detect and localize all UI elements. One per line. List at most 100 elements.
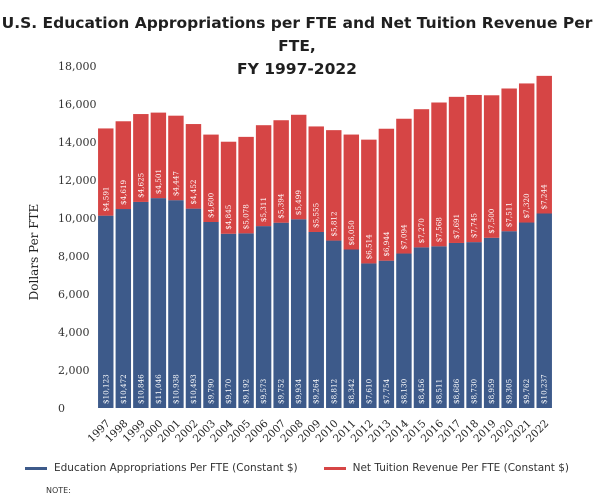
bar-tuition: [273, 120, 289, 223]
y-tick-label: 14,000: [58, 136, 97, 149]
data-label-tuition: $7,244: [540, 184, 549, 210]
data-label-appropriations: $8,130: [399, 378, 408, 404]
data-label-appropriations: $9,762: [522, 379, 531, 404]
data-label-tuition: $7,500: [487, 208, 496, 234]
data-label-tuition: $5,311: [259, 197, 268, 222]
bar-appropriations: [255, 226, 272, 408]
bar-tuition: [290, 114, 307, 220]
bar-tuition: [150, 112, 167, 199]
data-label-appropriations: $8,812: [329, 379, 338, 404]
legend-item-appropriations: Education Appropriations Per FTE (Consta…: [24, 462, 298, 474]
bar-appropriations: [150, 198, 167, 408]
data-label-appropriations: $8,730: [470, 378, 479, 404]
data-label-tuition: $5,499: [294, 190, 303, 216]
bar-appropriations: [308, 231, 324, 408]
bar-appropriations: [326, 240, 342, 408]
data-label-appropriations: $9,170: [224, 378, 233, 404]
data-label-appropriations: $8,959: [487, 378, 496, 404]
y-tick-label: 18,000: [58, 60, 97, 73]
bar-tuition: [115, 121, 132, 210]
legend-label-appropriations: Education Appropriations Per FTE (Consta…: [53, 462, 298, 474]
data-label-tuition: $4,619: [119, 179, 128, 205]
data-label-tuition: $7,094: [399, 224, 408, 250]
y-tick-label: 16,000: [58, 98, 97, 111]
data-label-appropriations: $9,934: [294, 378, 303, 404]
data-label-tuition: $4,591: [101, 187, 110, 212]
data-label-tuition: $7,270: [417, 218, 426, 244]
legend: Education Appropriations Per FTE (Consta…: [0, 462, 594, 474]
bar-appropriations: [203, 221, 219, 408]
bar-tuition: [378, 128, 395, 261]
data-label-tuition: $4,501: [154, 169, 163, 194]
data-label-appropriations: $10,237: [540, 374, 549, 404]
bar-tuition: [185, 124, 202, 209]
bar-appropriations: [396, 253, 412, 408]
bar-appropriations: [466, 242, 482, 408]
bar-tuition: [518, 83, 535, 223]
bar-tuition: [501, 88, 517, 232]
bar-appropriations: [185, 208, 202, 408]
data-label-appropriations: $7,754: [382, 378, 391, 404]
bar-tuition: [133, 114, 149, 202]
bar-tuition: [396, 118, 412, 254]
data-label-appropriations: $8,342: [347, 379, 356, 404]
data-label-tuition: $6,514: [364, 234, 373, 260]
bar-tuition: [238, 136, 254, 234]
bar-tuition: [448, 96, 465, 243]
bar-appropriations: [290, 219, 307, 408]
data-label-appropriations: $10,493: [189, 374, 198, 404]
footer-note: NOTE:: [46, 486, 71, 495]
bar-tuition: [536, 75, 552, 214]
data-label-appropriations: $10,123: [101, 374, 110, 404]
data-label-tuition: $7,745: [470, 213, 479, 239]
bar-appropriations: [133, 201, 149, 408]
data-label-appropriations: $8,456: [417, 378, 426, 404]
bar-tuition: [431, 102, 447, 247]
data-label-appropriations: $10,938: [171, 374, 180, 404]
data-label-tuition: $5,555: [312, 202, 321, 228]
data-label-appropriations: $9,264: [312, 378, 321, 404]
data-label-tuition: $7,320: [522, 193, 531, 219]
data-label-tuition: $4,845: [224, 204, 233, 230]
data-label-tuition: $5,812: [329, 211, 338, 236]
bar-tuition: [361, 139, 377, 264]
data-label-tuition: $6,050: [347, 220, 356, 246]
stacked-bar-chart: 0 2,000 4,000 6,000 8,000 10,000 12,000 14,000 1…: [58, 60, 552, 445]
bar-appropriations: [501, 231, 517, 408]
chart-title-line2: FY 1997-2022: [237, 60, 357, 78]
data-label-tuition: $4,600: [207, 192, 216, 218]
bar-appropriations: [431, 246, 447, 408]
bar-tuition: [326, 130, 342, 241]
data-label-appropriations: $10,472: [119, 374, 128, 404]
data-label-tuition: $6,944: [382, 231, 391, 257]
chart-title-line1: U.S. Education Appropriations per FTE an…: [1, 14, 593, 55]
legend-swatch-tuition: [323, 466, 346, 470]
data-label-appropriations: $9,305: [505, 378, 514, 404]
bar-tuition: [255, 125, 272, 227]
bar-tuition: [98, 128, 114, 216]
data-label-appropriations: $9,752: [277, 379, 286, 404]
bar-appropriations: [238, 233, 254, 408]
data-label-appropriations: $9,192: [242, 379, 251, 404]
bar-appropriations: [448, 242, 465, 408]
data-label-appropriations: $9,573: [259, 378, 268, 404]
data-label-appropriations: $8,511: [435, 379, 444, 404]
data-label-tuition: $7,691: [452, 214, 461, 239]
bar-tuition: [168, 115, 184, 201]
bar-tuition: [483, 95, 500, 238]
bar-appropriations: [483, 237, 500, 408]
bar-tuition: [413, 109, 430, 248]
bar-appropriations: [273, 222, 289, 408]
y-tick-label: 12,000: [58, 174, 97, 187]
bar-appropriations: [115, 209, 132, 408]
y-tick-label: 0: [58, 402, 65, 415]
data-label-tuition: $4,452: [189, 179, 198, 204]
bar-appropriations: [220, 233, 237, 408]
bar-appropriations: [413, 247, 430, 408]
y-tick-label: 10,000: [58, 212, 97, 225]
bar-appropriations: [168, 200, 184, 408]
bar-appropriations: [343, 249, 360, 408]
bar-tuition: [466, 94, 482, 243]
y-tick-label: 4,000: [58, 326, 90, 339]
data-label-tuition: $5,078: [242, 204, 251, 230]
